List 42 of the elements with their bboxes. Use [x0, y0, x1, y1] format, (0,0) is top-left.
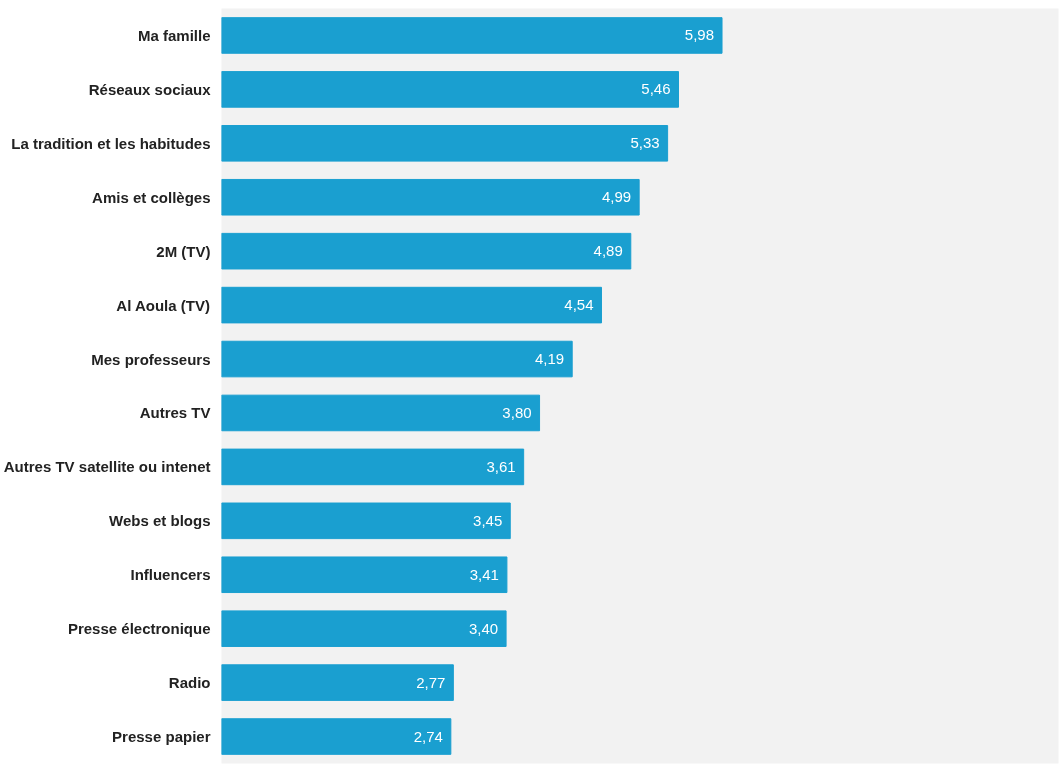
bar: [221, 178, 640, 216]
bar: [221, 232, 632, 270]
data-label: 4,89: [593, 242, 623, 260]
data-label: 3,41: [469, 565, 499, 583]
y-tick-label: Al Aoula (TV): [116, 296, 210, 314]
bar: [221, 286, 602, 324]
y-tick-label: Amis et collèges: [92, 188, 211, 206]
y-tick-label: 2M (TV): [156, 242, 211, 260]
y-tick-label: La tradition et les habitudes: [11, 134, 211, 152]
bar: [221, 125, 669, 162]
bar: [221, 71, 679, 108]
data-label: 4,19: [535, 350, 565, 368]
bar: [221, 448, 525, 486]
data-label: 3,61: [486, 457, 516, 475]
bar: [221, 17, 723, 54]
bar: [221, 502, 511, 540]
data-label: 4,99: [601, 188, 632, 206]
y-tick-label: Ma famille: [137, 26, 211, 44]
y-tick-label: Presse électronique: [67, 620, 211, 638]
y-tick-label: Presse papier: [112, 728, 211, 746]
bar: [221, 556, 508, 594]
data-label: 3,40: [468, 619, 499, 637]
y-tick-label: Autres TV: [139, 404, 211, 422]
bar: [221, 610, 507, 647]
data-label: 4,54: [564, 296, 594, 314]
bar: [221, 340, 573, 378]
y-tick-label: Réseaux sociaux: [88, 80, 212, 98]
bar: [221, 394, 541, 432]
y-tick-label: Radio: [168, 674, 211, 692]
data-label: 2,74: [413, 727, 443, 745]
y-tick-label: Influencers: [130, 566, 211, 584]
y-tick-label: Webs et blogs: [109, 512, 211, 530]
y-tick-label: Autres TV satellite ou intenet: [3, 458, 211, 476]
y-tick-label: Mes professeurs: [91, 350, 211, 368]
bar: [221, 664, 454, 701]
data-label: 2,77: [416, 673, 446, 691]
bar: [221, 718, 452, 755]
data-label: 3,80: [502, 403, 532, 421]
data-label: 5,98: [684, 26, 715, 44]
data-label: 5,33: [630, 134, 660, 152]
data-label: 5,46: [641, 80, 671, 98]
data-label: 3,45: [473, 511, 503, 529]
